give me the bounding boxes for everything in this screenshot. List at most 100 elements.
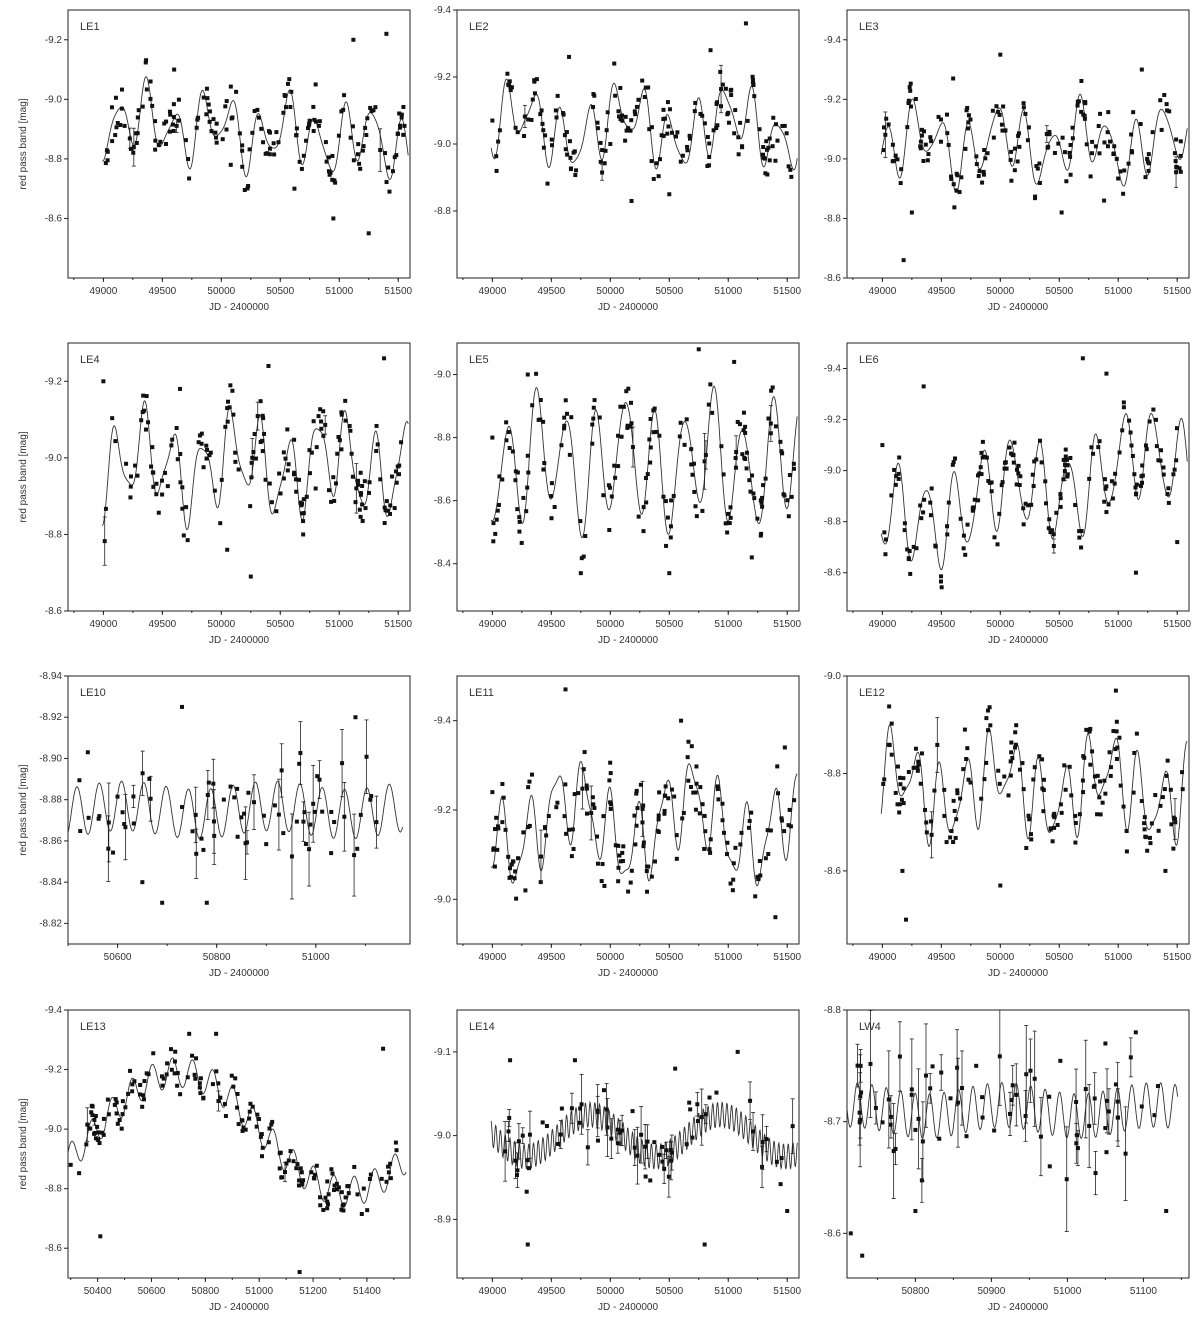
data-point xyxy=(569,415,574,420)
data-point xyxy=(951,182,956,187)
data-point xyxy=(1026,125,1031,130)
data-point xyxy=(626,126,631,131)
data-point xyxy=(120,1112,125,1117)
data-point xyxy=(1033,194,1038,199)
data-point xyxy=(613,475,618,480)
data-point xyxy=(384,499,389,504)
data-point xyxy=(549,516,554,521)
data-point xyxy=(964,757,969,762)
data-point xyxy=(317,119,322,124)
data-point xyxy=(199,836,204,841)
data-point xyxy=(1140,463,1145,468)
data-point xyxy=(399,115,404,120)
data-point xyxy=(736,152,741,157)
data-point xyxy=(383,151,388,156)
data-point xyxy=(1009,178,1014,183)
data-point xyxy=(522,114,527,119)
data-point xyxy=(994,104,999,109)
data-point xyxy=(342,93,347,98)
data-point xyxy=(555,93,560,98)
data-point xyxy=(201,1096,206,1101)
data-point xyxy=(110,416,115,421)
data-point xyxy=(860,1253,865,1258)
data-point xyxy=(1063,447,1068,452)
data-point xyxy=(1150,130,1155,135)
plot-frame xyxy=(67,342,411,612)
data-point xyxy=(758,873,763,878)
data-point xyxy=(113,439,118,444)
x-tick-label: 50600 xyxy=(104,952,132,963)
data-point xyxy=(779,818,784,823)
data-point xyxy=(591,416,596,421)
data-point xyxy=(955,788,960,793)
data-point xyxy=(786,164,791,169)
data-point xyxy=(250,455,255,460)
data-point xyxy=(399,112,404,117)
data-point xyxy=(1047,1164,1052,1169)
data-point xyxy=(204,456,209,461)
data-point xyxy=(632,109,637,114)
data-point xyxy=(140,410,145,415)
data-point xyxy=(570,827,575,832)
data-point xyxy=(752,496,757,501)
data-point xyxy=(512,876,517,881)
data-point xyxy=(84,1142,89,1147)
data-point xyxy=(312,117,317,122)
data-point xyxy=(581,554,586,559)
data-point xyxy=(616,865,621,870)
data-point xyxy=(490,118,495,123)
data-point xyxy=(741,428,746,433)
data-point xyxy=(693,504,698,509)
y-tick-label: -8.6 xyxy=(824,1228,842,1239)
data-point xyxy=(279,1175,284,1180)
data-point xyxy=(521,495,526,500)
data-point xyxy=(112,1102,117,1107)
data-point xyxy=(1142,821,1147,826)
data-point xyxy=(133,463,138,468)
data-point xyxy=(96,816,101,821)
data-point xyxy=(294,133,299,138)
data-point xyxy=(643,1174,648,1179)
data-point xyxy=(630,1109,635,1114)
data-point xyxy=(883,132,888,137)
data-point xyxy=(300,501,305,506)
data-point xyxy=(980,1095,985,1100)
data-point xyxy=(321,409,326,414)
data-point xyxy=(1058,802,1063,807)
data-point xyxy=(172,1059,177,1064)
data-point xyxy=(398,123,403,128)
data-point xyxy=(365,1208,370,1213)
data-point xyxy=(362,479,367,484)
data-point xyxy=(236,467,241,472)
x-tick-label: 50500 xyxy=(655,952,683,963)
data-point xyxy=(788,167,793,172)
y-tick-label: -9.2 xyxy=(434,72,452,83)
data-point xyxy=(312,809,317,814)
data-point xyxy=(178,386,183,391)
data-point xyxy=(1114,756,1119,761)
data-point xyxy=(616,109,621,114)
data-point xyxy=(710,410,715,415)
plot-frame xyxy=(456,9,800,279)
data-point xyxy=(936,114,941,119)
data-point xyxy=(142,1079,147,1084)
data-point xyxy=(909,1087,914,1092)
data-point xyxy=(519,540,524,545)
data-point xyxy=(516,1139,521,1144)
data-point xyxy=(582,750,587,755)
data-point xyxy=(269,500,274,505)
x-tick-label: 49000 xyxy=(89,619,117,630)
data-point xyxy=(212,488,217,493)
data-point xyxy=(127,136,132,141)
data-point xyxy=(659,133,664,138)
data-point xyxy=(298,1166,303,1171)
data-point xyxy=(893,790,898,795)
data-point xyxy=(506,430,511,435)
data-point xyxy=(1013,730,1018,735)
data-point xyxy=(952,205,957,210)
data-point xyxy=(286,462,291,467)
data-point xyxy=(265,151,270,156)
data-point xyxy=(612,61,617,66)
x-tick-label: 51000 xyxy=(1104,286,1132,297)
